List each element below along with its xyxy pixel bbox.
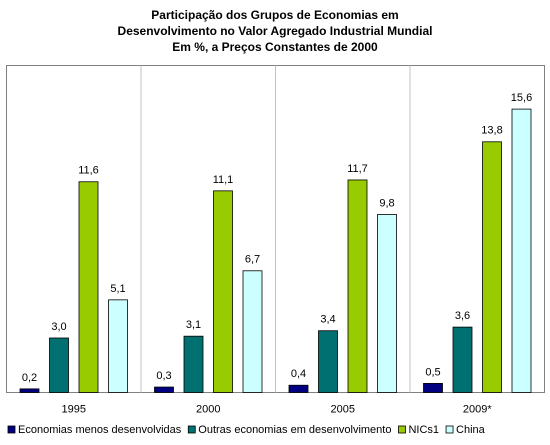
value-label: 3,1 [186,319,201,331]
value-label: 3,4 [320,314,335,326]
legend-swatch [398,425,406,434]
bar [347,179,368,393]
chart-title: Participação dos Grupos de Economias em [151,8,398,22]
legend-swatch [187,425,196,434]
bar [78,181,99,393]
bar [108,299,128,393]
bar [242,270,263,393]
value-label: 11,7 [347,163,368,175]
x-tick-label: 1995 [62,403,86,415]
bar [423,383,443,393]
value-label: 5,1 [110,283,125,295]
chart-title: Desenvolvimento no Valor Agregado Indust… [118,24,433,38]
value-label: 0,5 [425,366,440,378]
bar [19,388,40,393]
bar [452,326,473,393]
x-tick-label: 2009* [463,403,492,415]
value-label: 9,8 [379,197,394,209]
bar [288,384,309,393]
value-label: 6,7 [245,254,260,266]
value-label: 11,1 [213,174,234,186]
value-label: 3,0 [51,321,66,333]
value-label: 3,6 [455,310,470,322]
x-tick-label: 2000 [196,403,220,415]
bar [213,190,233,393]
bar [482,141,502,393]
legend-swatch [445,425,454,434]
bar [318,330,338,393]
x-tick-label: 2005 [331,403,355,415]
bar [377,214,397,393]
value-label: 13,8 [481,125,502,137]
value-label: 0,2 [22,372,37,384]
bar [183,335,204,393]
bar [511,108,532,393]
legend-label: China [456,424,486,436]
legend-label: Economias menos desenvolvidas [18,424,182,436]
value-label: 11,6 [78,165,99,177]
chart-title: Em %, a Preços Constantes de 2000 [172,40,378,54]
value-label: 0,3 [156,370,171,382]
legend-swatch [7,425,16,434]
bar [154,386,174,393]
value-label: 15,6 [511,92,532,104]
legend-label: Outras economias em desenvolvimento [198,424,391,436]
legend-label: NICs1 [408,424,439,436]
value-label: 0,4 [291,368,306,380]
bar [49,337,69,393]
